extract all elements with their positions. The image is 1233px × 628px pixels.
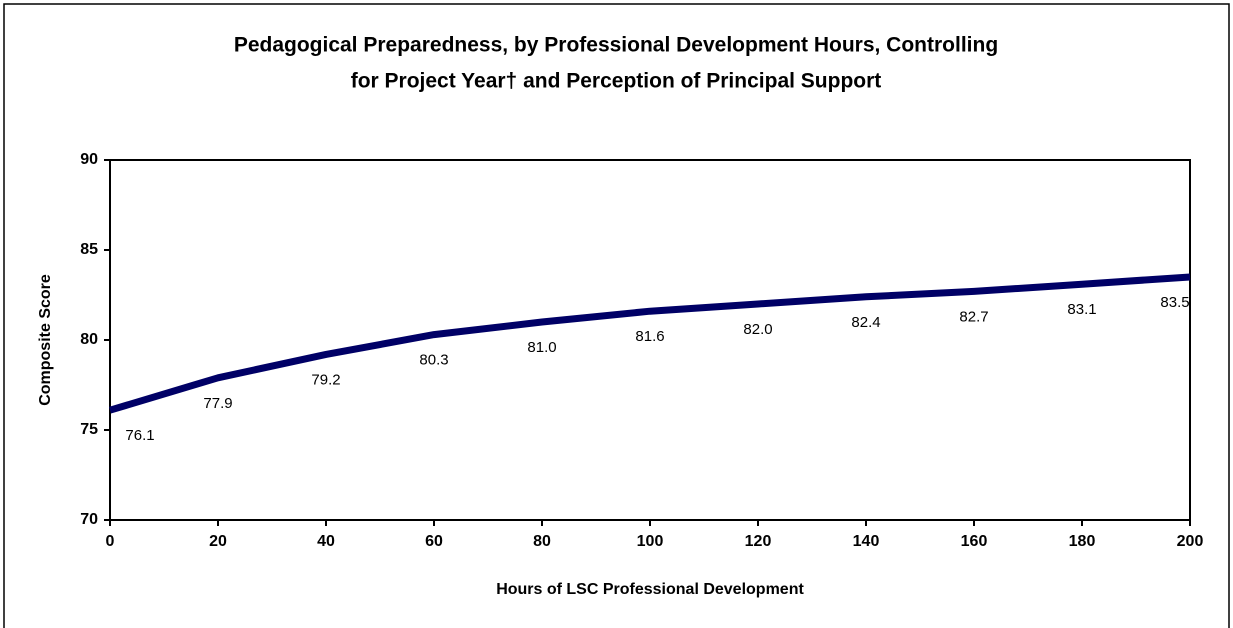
y-tick-label: 75	[80, 421, 98, 438]
x-tick-label: 60	[425, 533, 443, 550]
data-label: 82.0	[743, 321, 772, 338]
data-label: 82.4	[851, 314, 880, 331]
x-tick-label: 120	[745, 533, 772, 550]
data-label: 81.0	[527, 339, 556, 356]
data-label: 76.1	[125, 427, 154, 444]
x-tick-label: 40	[317, 533, 335, 550]
data-label: 81.6	[635, 328, 664, 345]
x-tick-label: 100	[637, 533, 664, 550]
chart-title: for Project Year† and Perception of Prin…	[351, 70, 882, 93]
data-label: 77.9	[203, 395, 232, 412]
line	[108, 273, 1191, 414]
data-label: 83.1	[1067, 301, 1096, 318]
data-label: 83.5	[1160, 294, 1189, 311]
y-tick-label: 85	[80, 241, 98, 258]
x-tick-label: 160	[961, 533, 988, 550]
y-tick-label: 80	[80, 331, 98, 348]
x-tick-label: 180	[1069, 533, 1096, 550]
y-tick-label: 70	[80, 511, 98, 528]
data-label: 82.7	[959, 308, 988, 325]
x-tick-label: 20	[209, 533, 227, 550]
chart-title: Pedagogical Preparedness, by Professiona…	[234, 34, 998, 57]
x-tick-label: 200	[1177, 533, 1204, 550]
x-tick-label: 0	[106, 533, 115, 550]
data-label: 79.2	[311, 371, 340, 388]
y-axis-label: Composite Score	[37, 274, 54, 406]
y-tick-label: 90	[80, 151, 98, 168]
plot-area	[109, 159, 1191, 521]
x-tick-label: 80	[533, 533, 551, 550]
data-label: 80.3	[419, 352, 448, 369]
x-axis-label: Hours of LSC Professional Development	[496, 581, 804, 598]
x-tick-label: 140	[853, 533, 880, 550]
